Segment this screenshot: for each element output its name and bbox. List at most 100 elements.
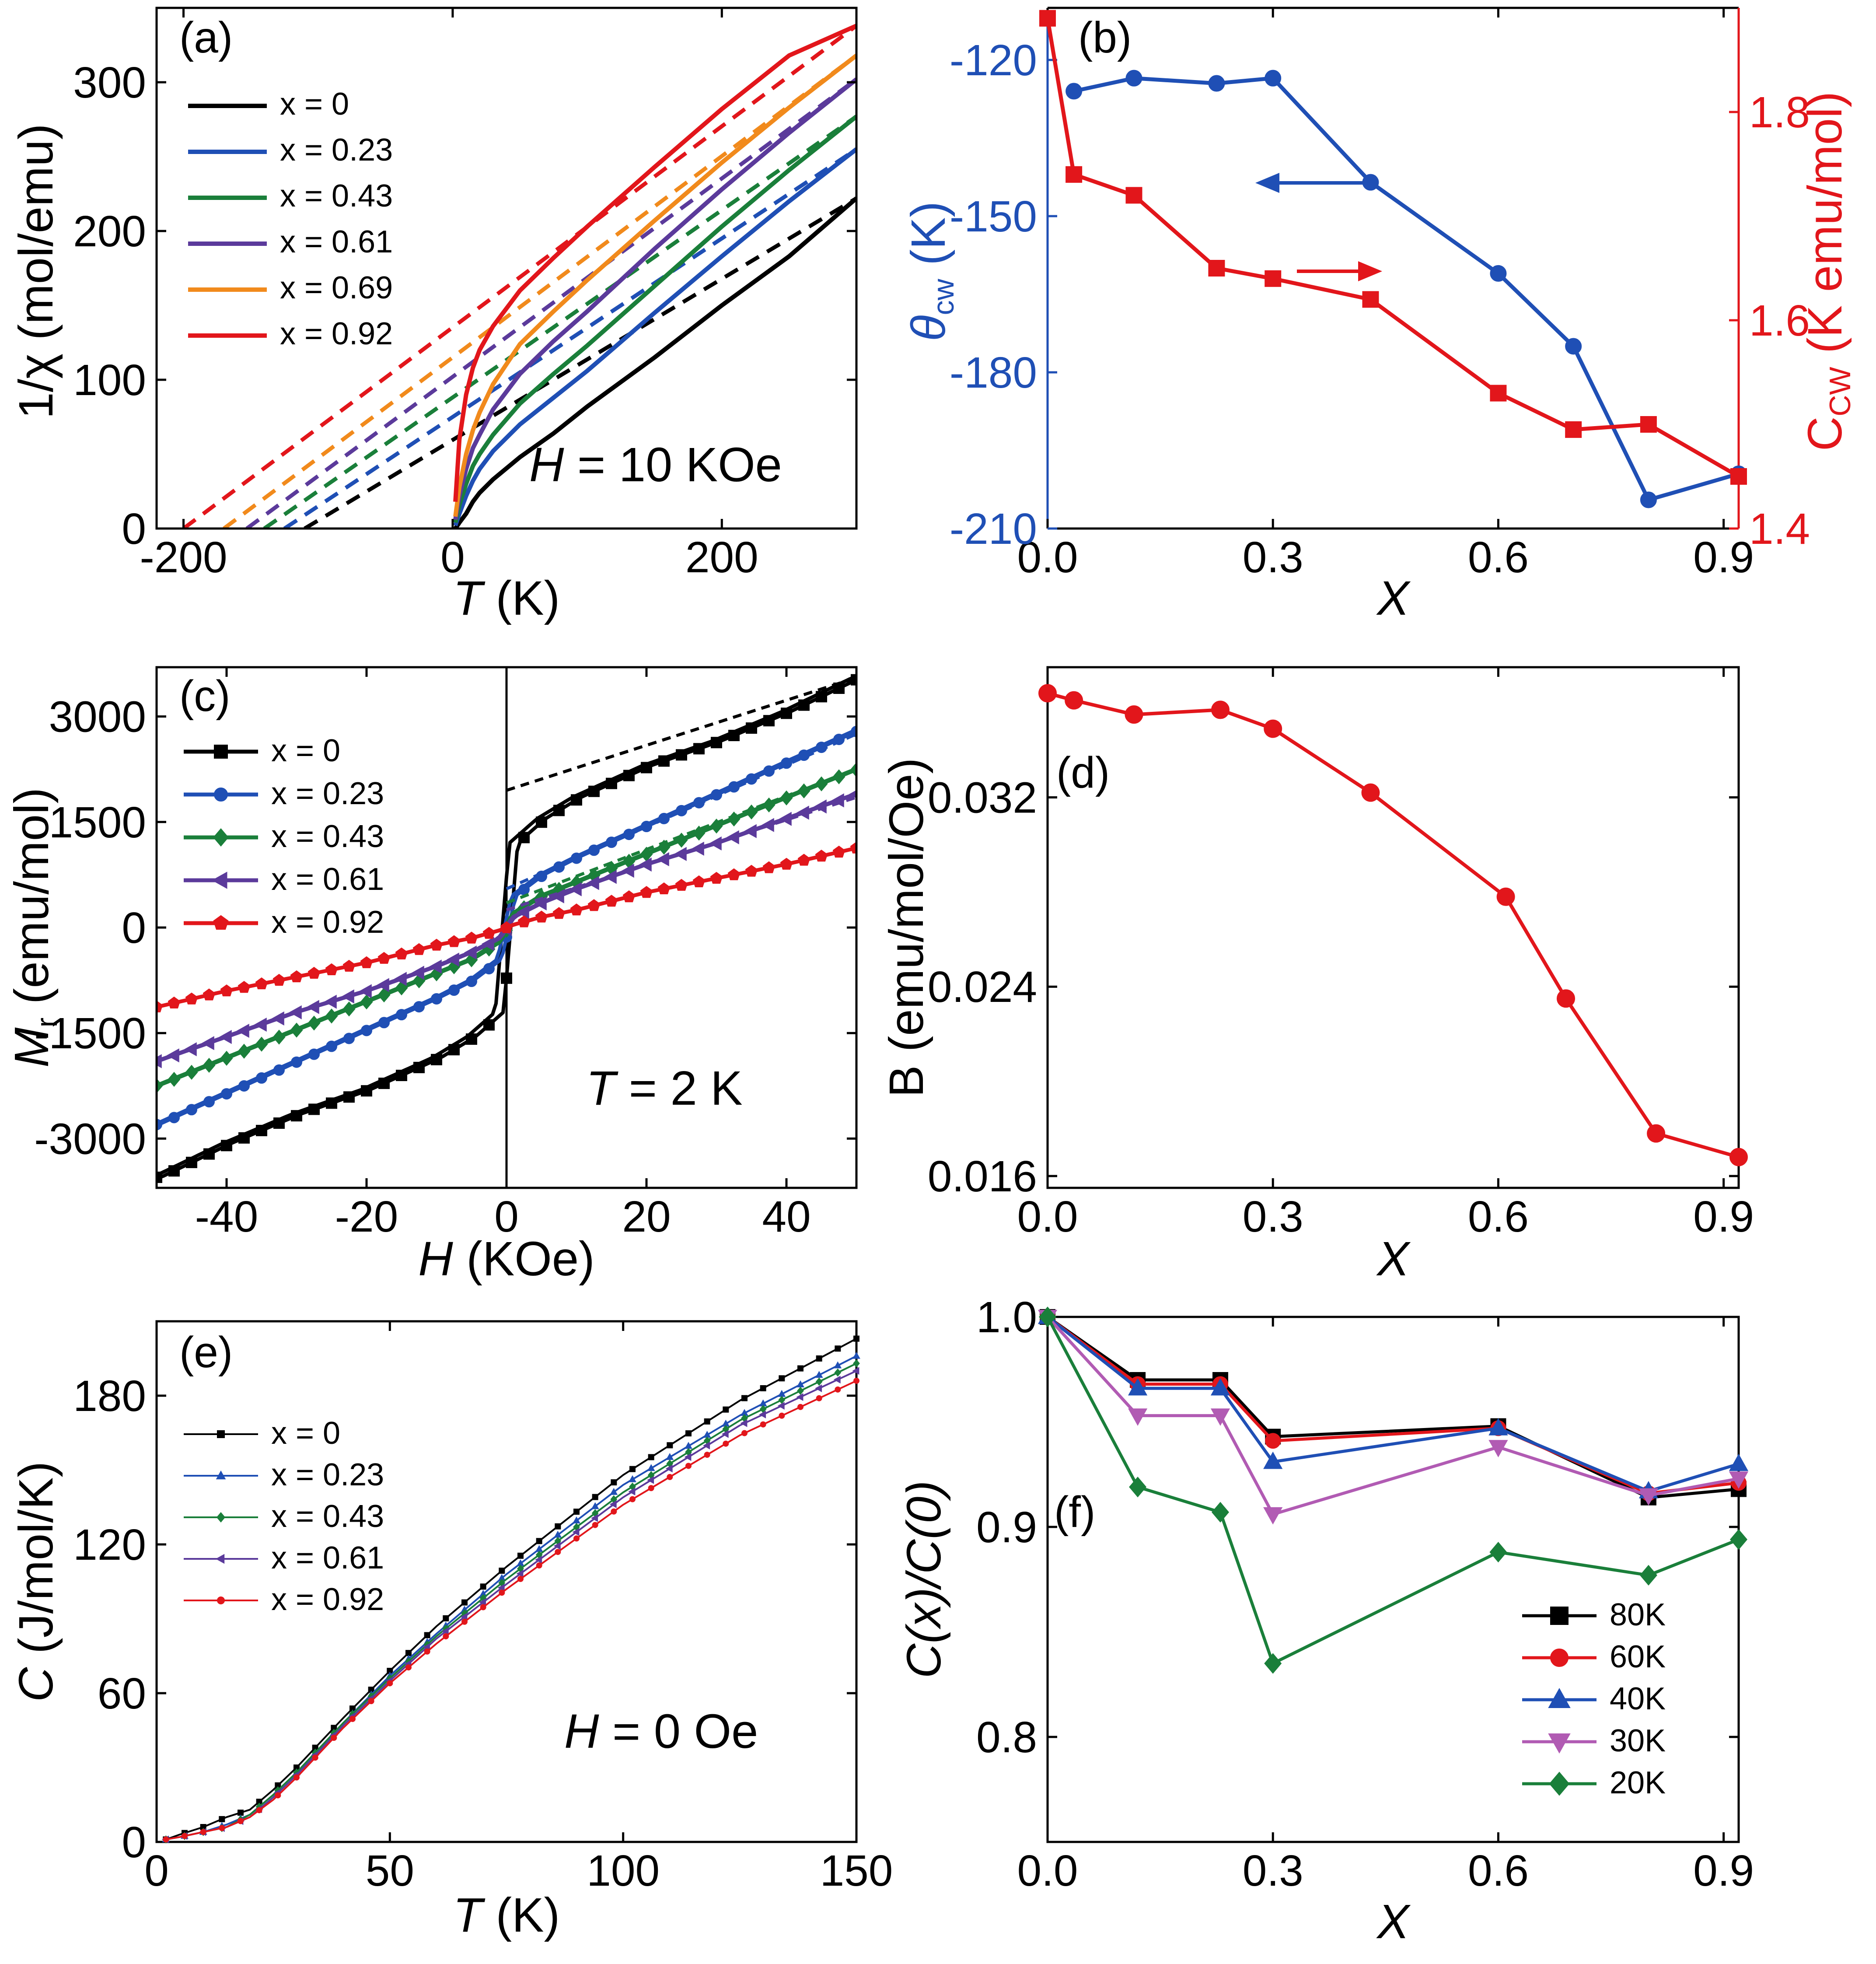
data-point: [441, 1627, 449, 1635]
data-point: [461, 1618, 468, 1625]
legend-marker: [216, 1512, 226, 1523]
data-point: [447, 935, 461, 947]
data-point: [853, 1378, 859, 1384]
data-point: [1065, 691, 1083, 710]
legend-label: x = 0.61: [271, 1540, 384, 1575]
y-axis-label: C(x)/C(0): [897, 1481, 951, 1678]
data-point: [551, 889, 564, 903]
data-point: [555, 1523, 561, 1530]
y-axis-label: 1/χ (mol/emu): [9, 123, 63, 419]
x-tick-label: 0.9: [1693, 1846, 1754, 1895]
y-tick-label: 300: [73, 58, 146, 107]
panel-label: (d): [1056, 748, 1110, 797]
data-point: [536, 1562, 542, 1569]
data-point: [1265, 70, 1282, 87]
x-tick-label: 0.3: [1243, 1192, 1303, 1241]
data-point: [361, 1025, 372, 1036]
data-point: [1125, 187, 1142, 204]
data-point: [341, 989, 354, 1004]
y-right-sub: CW: [1824, 367, 1857, 416]
data-point: [665, 1464, 673, 1473]
data-point: [684, 1453, 692, 1461]
data-point: [797, 1404, 804, 1410]
x-axis-label: X: [1376, 1895, 1411, 1949]
data-point: [658, 755, 670, 767]
data-point: [592, 1522, 598, 1528]
annotation-rest: = 10 KOe: [564, 438, 782, 492]
x-axis-var: T: [453, 571, 486, 625]
data-point: [312, 1754, 318, 1761]
panel-label: (b): [1078, 13, 1132, 62]
panel-label: (e): [179, 1328, 233, 1377]
data-point: [480, 1583, 486, 1590]
data-point: [163, 1836, 169, 1843]
data-point: [535, 1556, 542, 1564]
data-point: [1263, 1507, 1283, 1525]
data-point: [377, 952, 391, 964]
data-point: [238, 1080, 250, 1092]
legend-label: x = 0.43: [271, 1499, 384, 1534]
data-point: [395, 947, 408, 959]
data-point: [1128, 1408, 1148, 1426]
data-point: [777, 1402, 785, 1410]
series-line-0: [1047, 691, 1740, 1159]
y-tick-label: 0.024: [928, 963, 1037, 1012]
y-left-sub: cw: [927, 278, 960, 315]
data-point: [609, 1500, 617, 1509]
series-branch-down-1: [157, 728, 856, 1125]
data-point: [1361, 783, 1380, 802]
panel-b: 0.0 0.3 0.6 0.9 -120 -150 -180 -210 1.4 1.6 1.8 (b)…: [901, 7, 1857, 625]
data-point: [760, 1421, 766, 1428]
data-point: [291, 1110, 302, 1122]
y-tick-label: -150: [950, 192, 1037, 241]
panel-label: (a): [179, 13, 233, 62]
x-axis-label: X: [1376, 571, 1411, 625]
data-point: [741, 1430, 748, 1436]
data-point: [623, 770, 635, 781]
data-point: [709, 836, 722, 851]
data-point: [308, 1048, 320, 1060]
data-point: [1263, 1451, 1283, 1469]
series-line-0: [165, 1337, 857, 1841]
data-point: [517, 1575, 524, 1582]
y-tick-label: 1.0: [976, 1293, 1037, 1342]
data-point: [482, 927, 496, 939]
data-point: [816, 1395, 822, 1401]
y-tick-label: 200: [73, 207, 146, 256]
data-point: [1125, 705, 1143, 724]
x-tick-label: 0.0: [1017, 1846, 1078, 1895]
data-point: [238, 980, 251, 993]
x-tick-label: 40: [762, 1192, 810, 1241]
legend-marker: [1548, 1733, 1571, 1754]
data-point: [605, 895, 618, 907]
data-point: [168, 1165, 180, 1177]
data-point: [647, 1464, 655, 1471]
data-point: [182, 1833, 188, 1839]
data-point: [723, 1406, 729, 1413]
data-point: [405, 1664, 412, 1671]
data-point: [851, 725, 856, 737]
y-tick-label: 100: [73, 356, 146, 405]
data-point: [430, 938, 443, 951]
data-point: [704, 1452, 710, 1458]
series-fit-dashed-2: [263, 115, 856, 529]
data-point: [685, 1463, 692, 1469]
data-point: [741, 1395, 748, 1401]
data-point: [256, 1807, 262, 1813]
data-point: [1211, 1502, 1230, 1523]
data-point: [629, 1496, 636, 1502]
y-axis-label: B (emu/mol/Oe): [880, 758, 933, 1097]
data-point: [359, 984, 372, 998]
data-point: [466, 976, 477, 987]
data-point: [394, 972, 407, 986]
fit-dashed-1: [506, 732, 856, 890]
data-point: [721, 1430, 729, 1438]
data-point: [780, 858, 793, 870]
y-axis-sub: r: [30, 1018, 63, 1028]
data-point: [666, 1453, 674, 1460]
legend-label: x = 0.92: [271, 905, 384, 940]
data-point: [186, 1104, 197, 1116]
data-point: [667, 1474, 673, 1480]
y-tick-label: -1500: [34, 1009, 146, 1058]
data-point: [1729, 1453, 1749, 1471]
